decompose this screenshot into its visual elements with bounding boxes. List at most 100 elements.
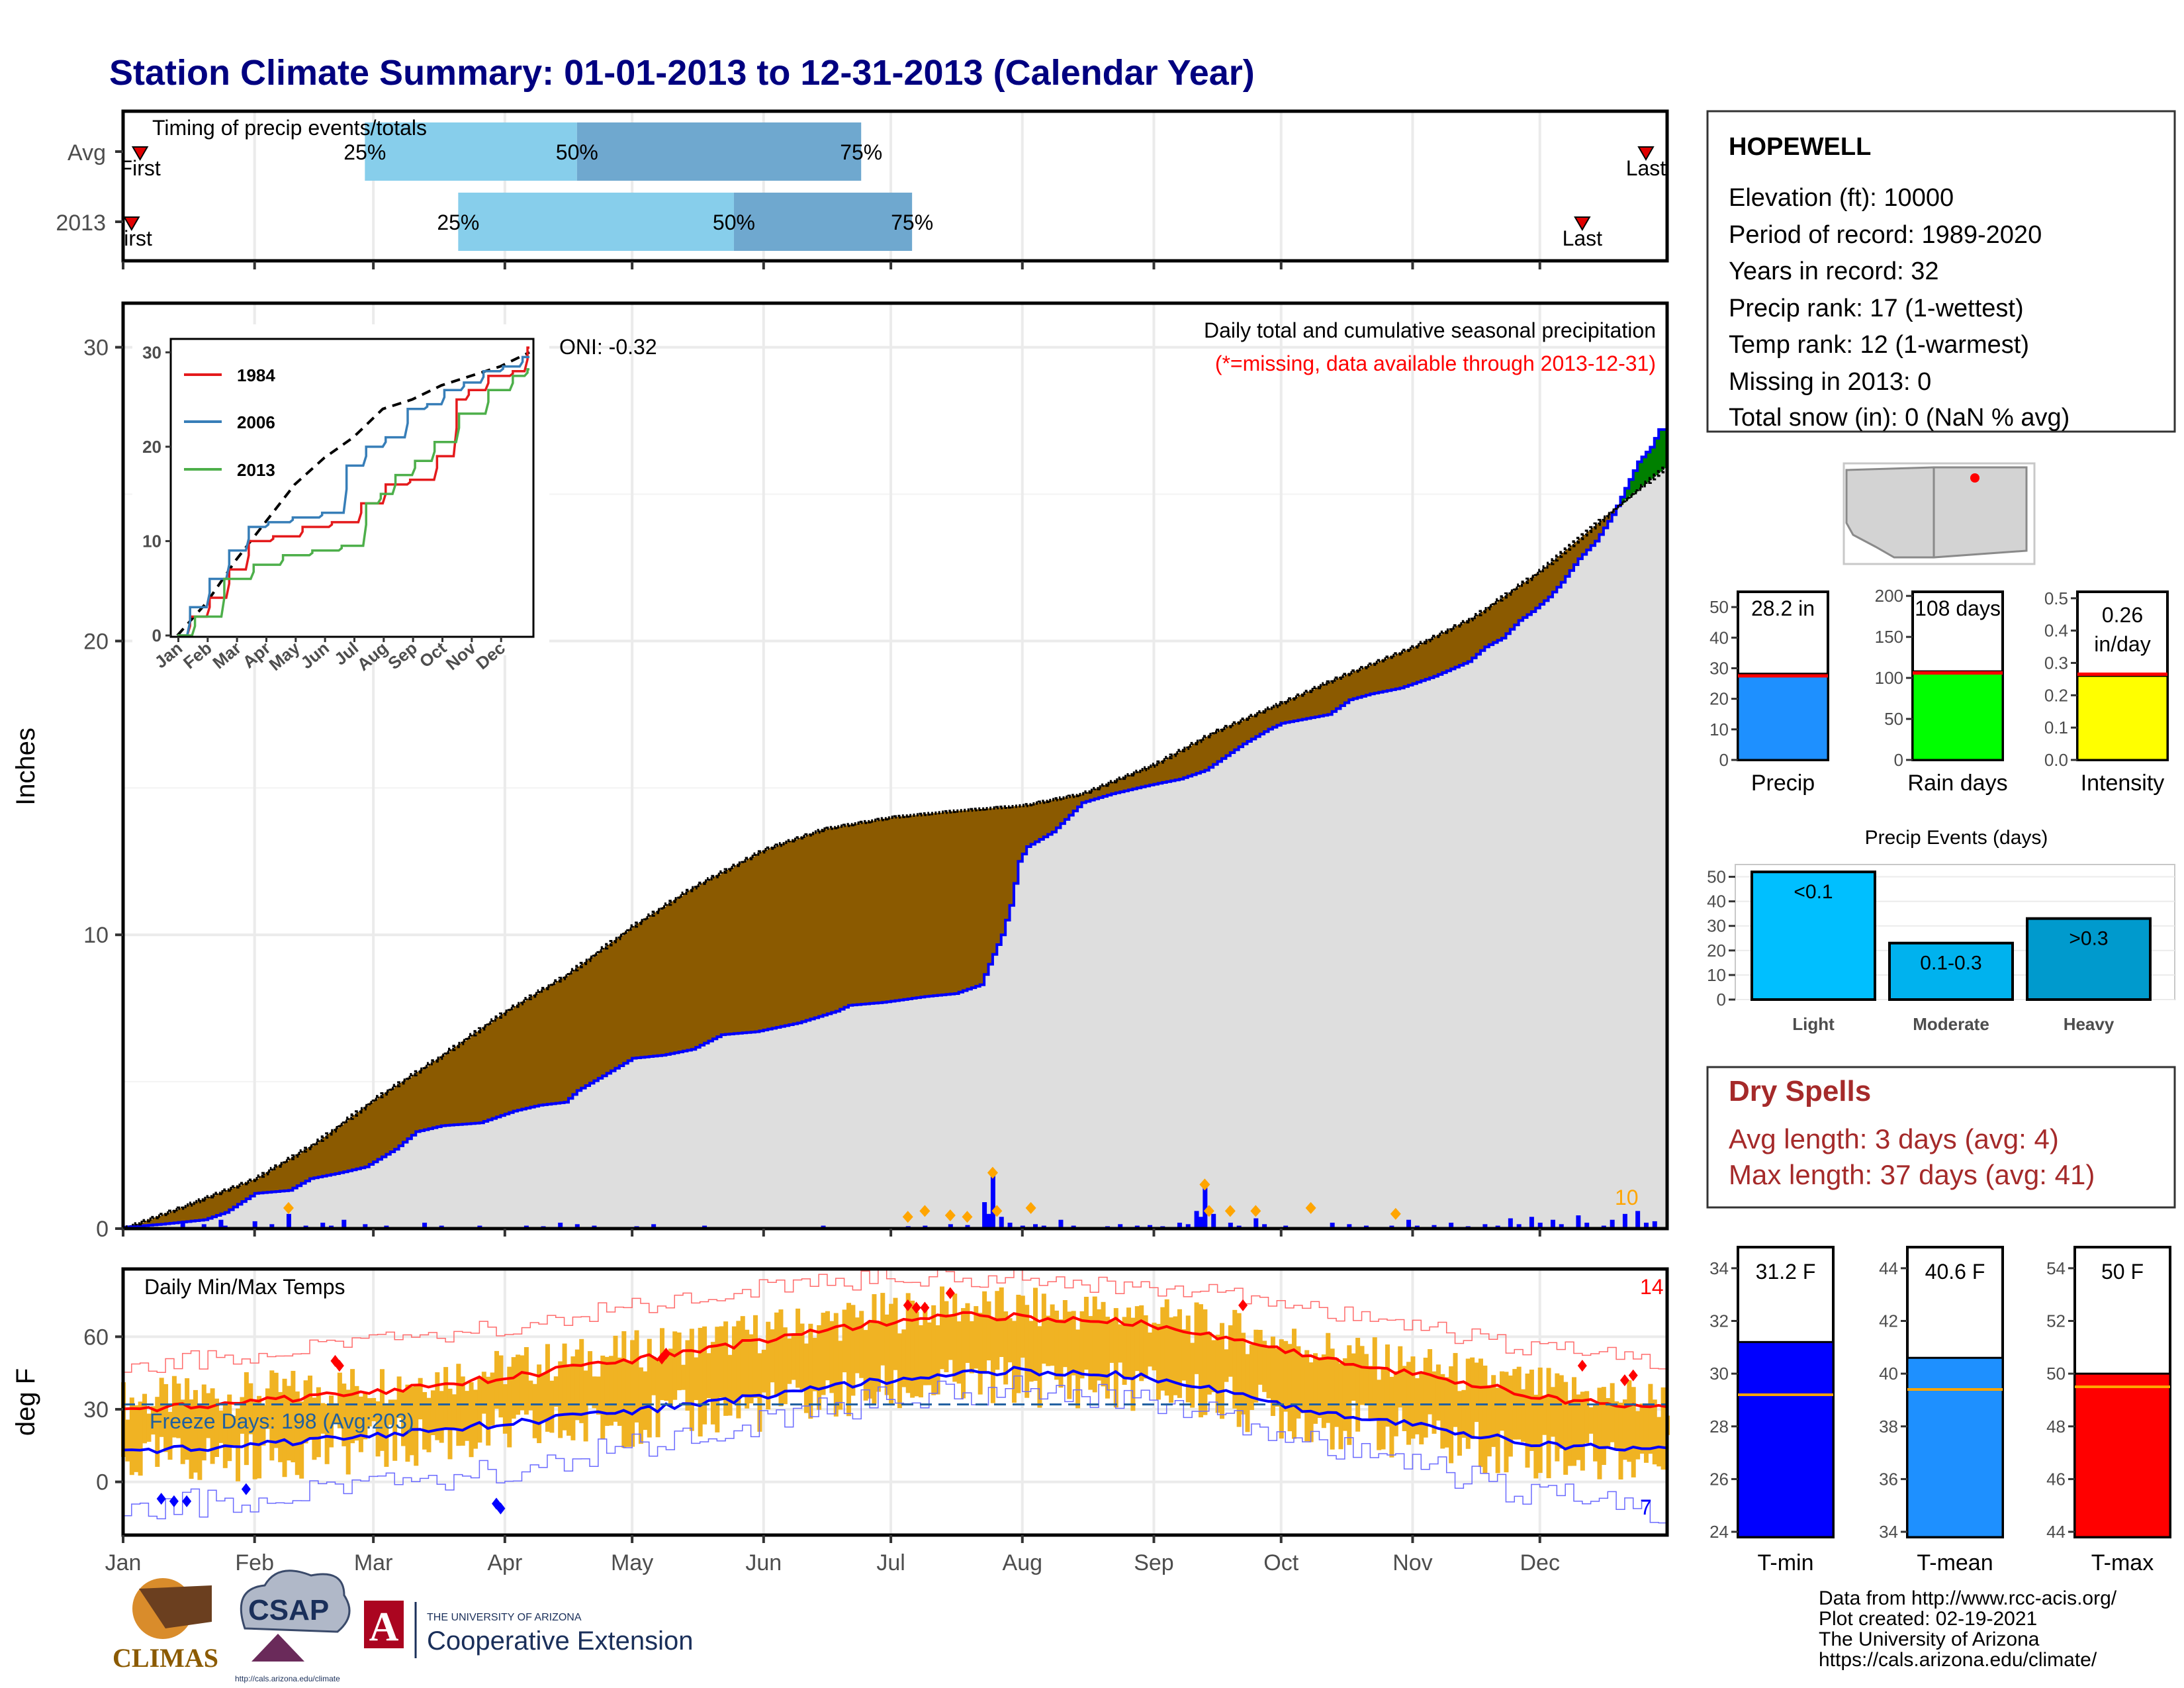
observed-cumulative-line bbox=[123, 428, 1667, 1229]
daily-temp-range-bar bbox=[609, 1356, 614, 1426]
mini-bar-y-tick-label: 20 bbox=[1709, 689, 1729, 709]
temp-bar-y-tick-label: 28 bbox=[1709, 1417, 1729, 1436]
daily-temp-range-bar bbox=[341, 1383, 347, 1446]
station-line-temp-rank: Temp rank: 12 (1-warmest) bbox=[1729, 331, 2029, 359]
record-high-marker bbox=[334, 1360, 344, 1372]
daily-temp-range-bar bbox=[1618, 1402, 1623, 1479]
temp-bar-y-tick-label: 46 bbox=[2046, 1469, 2066, 1489]
mini-bar-y-tick-label: 50 bbox=[1884, 709, 1903, 729]
daily-precip-bar bbox=[1508, 1218, 1513, 1229]
month-tick-label: Apr bbox=[487, 1550, 522, 1575]
daily-temp-range-bar bbox=[473, 1389, 478, 1449]
daily-temp-range-bar bbox=[465, 1391, 470, 1441]
daily-temp-range-bar bbox=[1516, 1366, 1522, 1440]
temp-panel: 0 30 60 Jan Feb Mar Apr May Jun Jul Aug Sep Oct Nov D… bbox=[11, 1267, 1670, 1575]
daily-temp-range-bar bbox=[426, 1397, 432, 1452]
daily-temp-range-bar bbox=[1351, 1353, 1356, 1401]
daily-temp-range-bar bbox=[1241, 1333, 1246, 1415]
daily-temp-range-bar bbox=[1648, 1383, 1653, 1454]
daily-temp-range-bar bbox=[193, 1389, 198, 1473]
temp-y-label: deg F bbox=[11, 1368, 40, 1436]
daily-temp-range-bar bbox=[927, 1322, 932, 1385]
daily-temp-range-bar bbox=[1542, 1395, 1547, 1435]
daily-precip-highlight-marker bbox=[283, 1201, 294, 1214]
month-tick-label: Feb bbox=[235, 1550, 274, 1575]
daily-temp-range-bar bbox=[1359, 1346, 1365, 1405]
daily-temp-range-bar bbox=[320, 1403, 326, 1434]
daily-temp-range-bar bbox=[392, 1399, 398, 1461]
daily-precip-highlight-marker bbox=[944, 1209, 956, 1222]
mini-bar-y-tick-label: 150 bbox=[1875, 627, 1903, 647]
ua-block-letter: A bbox=[369, 1605, 399, 1650]
daily-precip-bar bbox=[1177, 1223, 1182, 1229]
daily-temp-range-bar bbox=[240, 1397, 245, 1434]
mini-bar-chart-intensity: 0.0 0.1 0.2 0.3 0.4 0.5 0.26 in/day Intensity bbox=[2044, 588, 2169, 796]
daily-temp-range-bar bbox=[345, 1389, 351, 1475]
station-line-missing: Missing in 2013: 0 bbox=[1729, 368, 1931, 396]
mini-bar-chart-rain-days: 0 50 100 150 200 108 days Rain days bbox=[1875, 586, 2008, 796]
daily-temp-range-bar bbox=[1576, 1394, 1581, 1460]
daily-temp-range-bar bbox=[1555, 1373, 1560, 1462]
daily-precip-bar bbox=[1148, 1225, 1153, 1229]
daily-temp-range-bar bbox=[634, 1330, 639, 1423]
daily-temp-range-bar bbox=[1287, 1344, 1293, 1432]
daily-temp-range-bar bbox=[358, 1396, 363, 1452]
events-category-label: Light bbox=[1792, 1014, 1835, 1034]
daily-temp-range-bar bbox=[791, 1334, 796, 1380]
daily-temp-range-bar bbox=[1160, 1307, 1165, 1391]
daily-temp-range-bar bbox=[545, 1344, 550, 1432]
daily-temp-range-bar bbox=[180, 1399, 185, 1464]
daily-temp-range-bar bbox=[1389, 1376, 1394, 1458]
daily-temp-range-bar bbox=[447, 1388, 453, 1460]
temp-corner-hot: 14 bbox=[1640, 1275, 1664, 1299]
footer-credits: Data from http://www.rcc-acis.org/ Plot … bbox=[1819, 1587, 2117, 1671]
events-y-tick-label: 20 bbox=[1707, 941, 1726, 961]
inset-series-line-2013 bbox=[177, 368, 529, 637]
daily-temp-range-bar bbox=[138, 1401, 143, 1476]
daily-temp-range-bar bbox=[1079, 1311, 1085, 1379]
daily-temp-range-bar bbox=[1326, 1333, 1331, 1423]
daily-temp-range-bar bbox=[910, 1300, 915, 1398]
daily-temp-range-bar bbox=[1495, 1387, 1500, 1474]
daily-temp-range-bar bbox=[570, 1356, 576, 1440]
daily-precip-bar bbox=[1516, 1224, 1522, 1229]
mini-bar-value bbox=[2076, 675, 2169, 761]
daily-temp-range-bar bbox=[1529, 1370, 1534, 1451]
precip-corner-count: 10 bbox=[1615, 1186, 1639, 1209]
record-high-marker bbox=[1628, 1369, 1638, 1382]
month-tick-label: Oct bbox=[1263, 1550, 1298, 1575]
daily-temp-range-bar bbox=[1614, 1401, 1619, 1451]
daily-temp-range-bar bbox=[558, 1361, 563, 1438]
precip-events-chart: Precip Events (days) 0 10 20 30 40 50 <0.1 Ligh… bbox=[1707, 827, 2175, 1034]
daily-temp-range-bar bbox=[371, 1397, 377, 1421]
daily-temp-range-bar bbox=[1088, 1316, 1093, 1390]
daily-temp-range-bar bbox=[1296, 1346, 1301, 1419]
inset-background bbox=[132, 324, 549, 655]
daily-temp-range-bar bbox=[1033, 1288, 1038, 1382]
daily-temp-range-bar bbox=[511, 1357, 516, 1419]
daily-precip-bar bbox=[1262, 1224, 1267, 1229]
daily-temp-range-bar bbox=[723, 1321, 729, 1416]
daily-temp-range-bar bbox=[1453, 1352, 1458, 1427]
daily-precip-highlight-marker bbox=[1025, 1201, 1036, 1214]
daily-temp-range-bar bbox=[1118, 1324, 1123, 1363]
daily-temp-range-bar bbox=[1185, 1315, 1191, 1403]
daily-temp-range-bar bbox=[1533, 1394, 1539, 1479]
daily-temp-range-bar bbox=[1457, 1391, 1462, 1456]
daily-temp-range-bar bbox=[745, 1329, 750, 1409]
daily-temp-range-bar bbox=[443, 1367, 449, 1429]
daily-temp-range-bar bbox=[1567, 1400, 1572, 1466]
station-line-years: Years in record: 32 bbox=[1729, 258, 1939, 285]
daily-temp-range-bar bbox=[965, 1303, 970, 1363]
daily-temp-range-bar bbox=[731, 1326, 737, 1403]
daily-precip-bar bbox=[1194, 1211, 1199, 1229]
daily-temp-range-bar bbox=[940, 1286, 945, 1370]
daily-temp-range-bar bbox=[218, 1411, 224, 1443]
daily-temp-range-bar bbox=[956, 1321, 962, 1384]
daily-temp-range-bar bbox=[859, 1311, 864, 1378]
mini-bar-value-label: 0.26 bbox=[2102, 603, 2143, 627]
temp-y-tick-label: 60 bbox=[83, 1325, 109, 1350]
events-bar-heavy bbox=[2026, 917, 2152, 1001]
daily-temp-range-bar bbox=[1148, 1333, 1153, 1367]
